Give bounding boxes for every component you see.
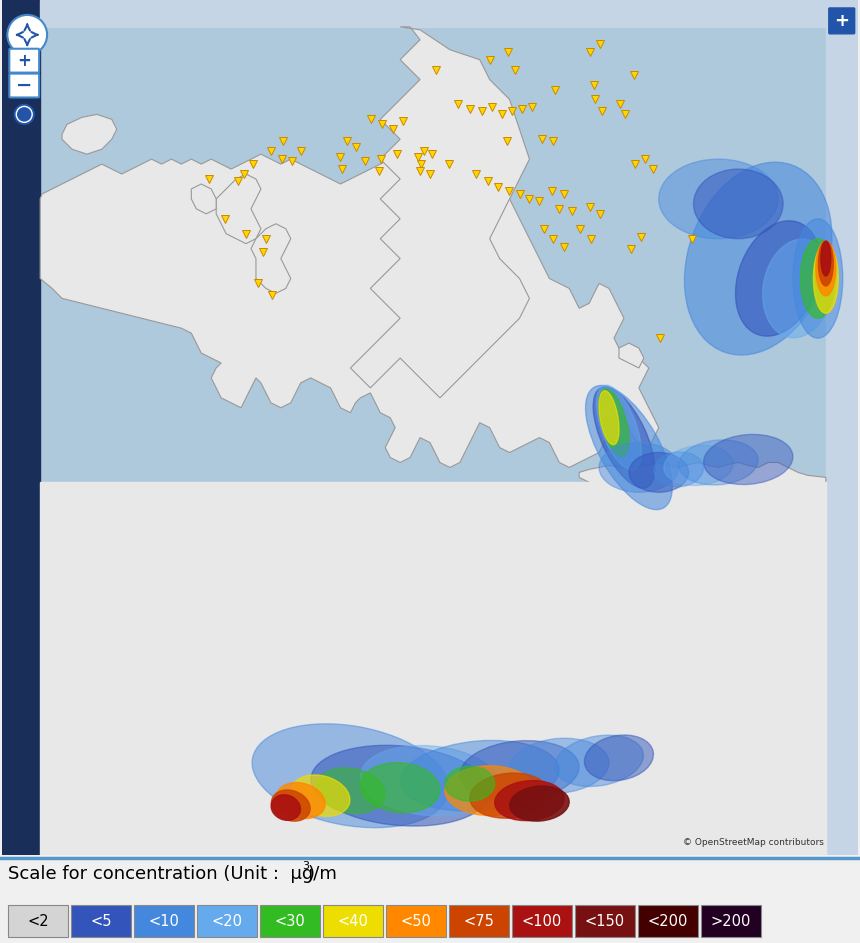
Ellipse shape xyxy=(629,453,689,492)
Bar xyxy=(71,905,131,937)
Ellipse shape xyxy=(593,388,654,488)
Bar xyxy=(575,905,635,937)
Ellipse shape xyxy=(599,389,629,456)
Ellipse shape xyxy=(272,790,310,821)
Ellipse shape xyxy=(276,783,325,819)
Text: © OpenStreetMap contributors: © OpenStreetMap contributors xyxy=(683,838,824,848)
Ellipse shape xyxy=(820,241,831,276)
Bar xyxy=(638,905,698,937)
Ellipse shape xyxy=(555,736,643,786)
Circle shape xyxy=(15,105,34,124)
Bar xyxy=(826,0,857,855)
Ellipse shape xyxy=(793,219,843,339)
Ellipse shape xyxy=(585,735,654,781)
Ellipse shape xyxy=(801,239,835,318)
Ellipse shape xyxy=(510,786,569,821)
Text: <150: <150 xyxy=(585,914,625,929)
Bar xyxy=(449,905,509,937)
Text: ): ) xyxy=(308,866,315,884)
Circle shape xyxy=(8,15,47,55)
FancyBboxPatch shape xyxy=(9,49,40,73)
Ellipse shape xyxy=(445,766,534,816)
Ellipse shape xyxy=(816,241,836,296)
Bar xyxy=(134,905,194,937)
Bar xyxy=(701,905,761,937)
Text: +: + xyxy=(834,12,849,30)
Ellipse shape xyxy=(703,435,793,485)
Text: <40: <40 xyxy=(338,914,368,929)
Ellipse shape xyxy=(819,241,833,286)
Bar xyxy=(386,905,446,937)
Text: 3: 3 xyxy=(302,861,309,871)
Bar xyxy=(260,905,320,937)
Ellipse shape xyxy=(494,781,564,820)
Text: <5: <5 xyxy=(90,914,112,929)
Text: <50: <50 xyxy=(401,914,432,929)
Ellipse shape xyxy=(679,439,759,485)
FancyBboxPatch shape xyxy=(9,74,40,97)
Ellipse shape xyxy=(735,221,820,336)
Ellipse shape xyxy=(252,724,449,828)
Bar xyxy=(323,905,383,937)
Polygon shape xyxy=(191,184,216,214)
Bar xyxy=(40,483,826,855)
Ellipse shape xyxy=(460,740,579,801)
Text: +: + xyxy=(17,52,31,70)
Ellipse shape xyxy=(599,442,679,492)
Ellipse shape xyxy=(693,169,783,239)
Ellipse shape xyxy=(271,795,300,820)
Polygon shape xyxy=(619,343,644,368)
Bar xyxy=(3,0,40,855)
Polygon shape xyxy=(40,154,659,468)
Polygon shape xyxy=(216,174,261,243)
Text: <200: <200 xyxy=(648,914,688,929)
Ellipse shape xyxy=(445,767,494,802)
Bar xyxy=(40,0,826,26)
Bar xyxy=(8,905,68,937)
Polygon shape xyxy=(251,223,291,293)
Ellipse shape xyxy=(292,775,350,817)
Ellipse shape xyxy=(654,452,703,487)
Ellipse shape xyxy=(599,390,619,445)
Bar xyxy=(197,905,257,937)
Text: <30: <30 xyxy=(274,914,305,929)
Ellipse shape xyxy=(360,763,439,813)
Text: −: − xyxy=(16,76,33,95)
Ellipse shape xyxy=(685,162,832,355)
Ellipse shape xyxy=(763,240,833,338)
Text: >200: >200 xyxy=(711,914,751,929)
Text: <10: <10 xyxy=(149,914,180,929)
Ellipse shape xyxy=(659,159,778,239)
Ellipse shape xyxy=(360,746,500,816)
Ellipse shape xyxy=(814,243,838,313)
Ellipse shape xyxy=(470,773,550,819)
Ellipse shape xyxy=(597,385,642,471)
FancyBboxPatch shape xyxy=(829,8,855,34)
Text: <20: <20 xyxy=(212,914,243,929)
Ellipse shape xyxy=(401,740,559,811)
Ellipse shape xyxy=(510,738,609,793)
Text: <75: <75 xyxy=(464,914,494,929)
Ellipse shape xyxy=(664,445,734,486)
Polygon shape xyxy=(350,26,530,398)
Bar xyxy=(512,905,572,937)
Circle shape xyxy=(16,107,32,123)
Polygon shape xyxy=(62,114,117,154)
Ellipse shape xyxy=(311,745,489,826)
Text: <100: <100 xyxy=(522,914,562,929)
Text: <2: <2 xyxy=(28,914,49,929)
Ellipse shape xyxy=(586,386,673,509)
Polygon shape xyxy=(579,462,826,499)
Text: Scale for concentration (Unit :  μg/m: Scale for concentration (Unit : μg/m xyxy=(8,866,337,884)
Ellipse shape xyxy=(316,768,385,814)
